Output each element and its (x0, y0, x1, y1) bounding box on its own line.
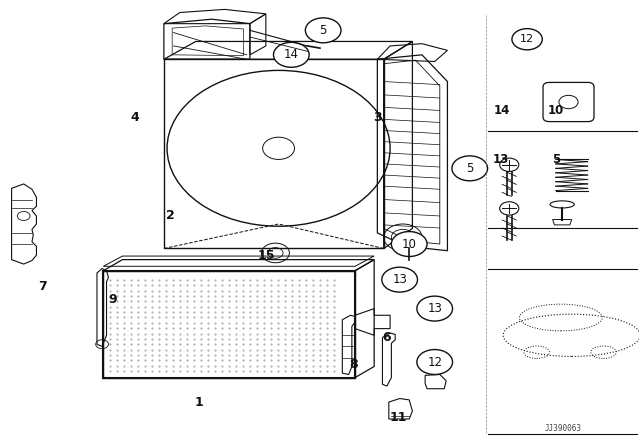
Text: 11: 11 (390, 411, 407, 424)
Text: 14: 14 (284, 48, 299, 61)
Circle shape (305, 18, 341, 43)
Text: 15: 15 (257, 249, 275, 262)
Text: JJ390063: JJ390063 (545, 424, 582, 433)
Text: 14: 14 (493, 104, 510, 117)
Text: 10: 10 (548, 104, 564, 117)
Text: 12: 12 (520, 34, 534, 44)
Text: 10: 10 (402, 237, 417, 250)
Text: 5: 5 (552, 153, 560, 166)
Text: 1: 1 (195, 396, 204, 409)
Text: 4: 4 (131, 111, 140, 124)
Text: 9: 9 (109, 293, 117, 306)
Text: 13: 13 (428, 302, 442, 315)
Circle shape (512, 29, 542, 50)
Text: 6: 6 (382, 331, 390, 344)
Circle shape (403, 235, 415, 244)
Circle shape (417, 349, 452, 375)
Text: 8: 8 (349, 358, 358, 371)
Circle shape (273, 43, 309, 67)
Text: 3: 3 (373, 111, 381, 124)
Circle shape (417, 296, 452, 321)
Text: 5: 5 (319, 24, 327, 37)
Circle shape (382, 267, 417, 292)
Text: 5: 5 (466, 162, 474, 175)
Text: 13: 13 (392, 273, 407, 286)
Text: 13: 13 (492, 153, 508, 166)
Text: 7: 7 (38, 280, 47, 293)
Text: 12: 12 (428, 356, 442, 369)
Text: 2: 2 (166, 209, 175, 222)
Circle shape (452, 156, 488, 181)
Circle shape (392, 232, 427, 257)
